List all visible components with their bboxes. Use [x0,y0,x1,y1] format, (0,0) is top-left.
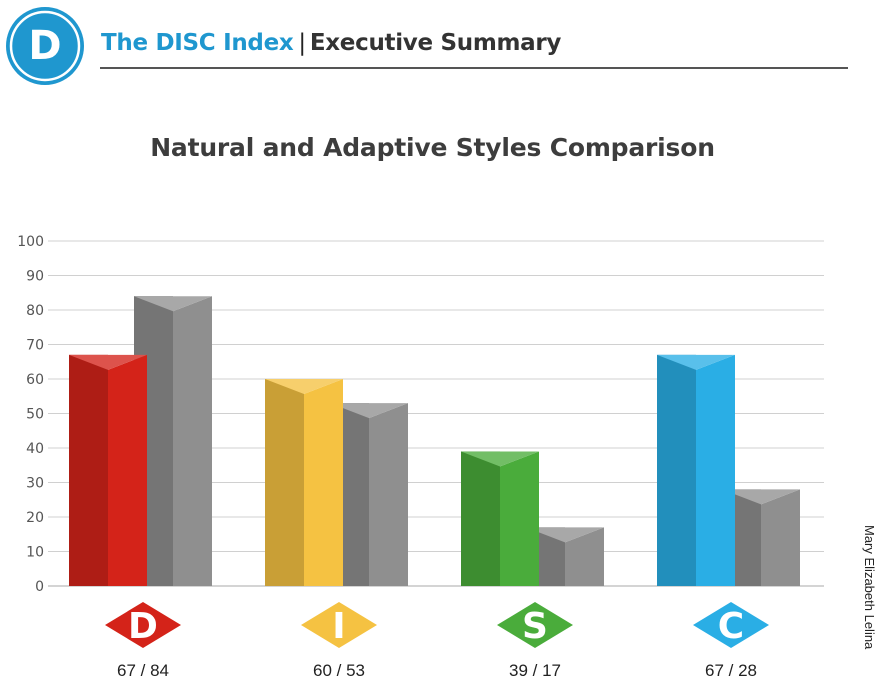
category-diamond [301,602,377,648]
adaptive-bar-i-top-face [330,403,408,419]
title-separator: | [298,30,306,56]
category-label: C [718,606,744,647]
data-label: 67 / 84 [117,661,169,680]
data-label: 67 / 28 [705,661,757,680]
category-label: S [522,606,548,647]
natural-bar-s [500,451,539,586]
category-diamond [497,602,573,648]
y-tick-label: 10 [26,545,44,561]
adaptive-bar-d-top-face [134,296,212,312]
disc-logo-icon: D [6,7,84,85]
logo-letter: D [28,23,61,69]
adaptive-bar-i [369,403,408,586]
natural-bar-c-top-face [657,354,735,370]
natural-bar-i [304,379,343,586]
y-tick-label: 40 [26,441,44,457]
natural-bar-d [108,354,147,586]
brand-title: The DISC Index [101,30,294,56]
natural-bar-c [696,354,735,586]
chart-title: Natural and Adaptive Styles Comparison [150,133,715,162]
adaptive-bar-s [565,527,604,586]
natural-bar-c-left-face [657,354,696,586]
natural-bar-i-left-face [265,379,304,586]
category-diamond [693,602,769,648]
y-tick-label: 70 [26,338,44,354]
data-label: 39 / 17 [509,661,561,680]
natural-bar-s-left-face [461,451,500,586]
y-tick-label: 100 [17,234,44,250]
page-header: The DISC Index | Executive Summary [101,30,561,56]
category-diamond [105,602,181,648]
adaptive-bar-c [761,489,800,586]
y-tick-label: 60 [26,372,44,388]
header-rule [100,67,848,69]
natural-bar-d-left-face [69,354,108,586]
section-title: Executive Summary [309,30,562,56]
adaptive-bar-s-top-face [526,527,604,543]
category-label: D [128,606,158,647]
data-label: 60 / 53 [313,661,365,680]
natural-bar-i-top-face [265,379,343,394]
adaptive-bar-d [173,296,212,586]
category-label: I [332,606,345,647]
y-tick-label: 0 [35,579,44,595]
y-tick-label: 20 [26,510,44,526]
side-label-name: Mary Elizabeth Lelina [862,525,877,650]
natural-bar-s-top-face [461,451,539,467]
y-tick-label: 80 [26,303,44,319]
y-tick-label: 90 [26,269,44,285]
y-tick-label: 50 [26,407,44,423]
adaptive-bar-c-top-face [722,489,800,505]
natural-bar-d-top-face [69,354,147,370]
y-tick-label: 30 [26,476,44,492]
